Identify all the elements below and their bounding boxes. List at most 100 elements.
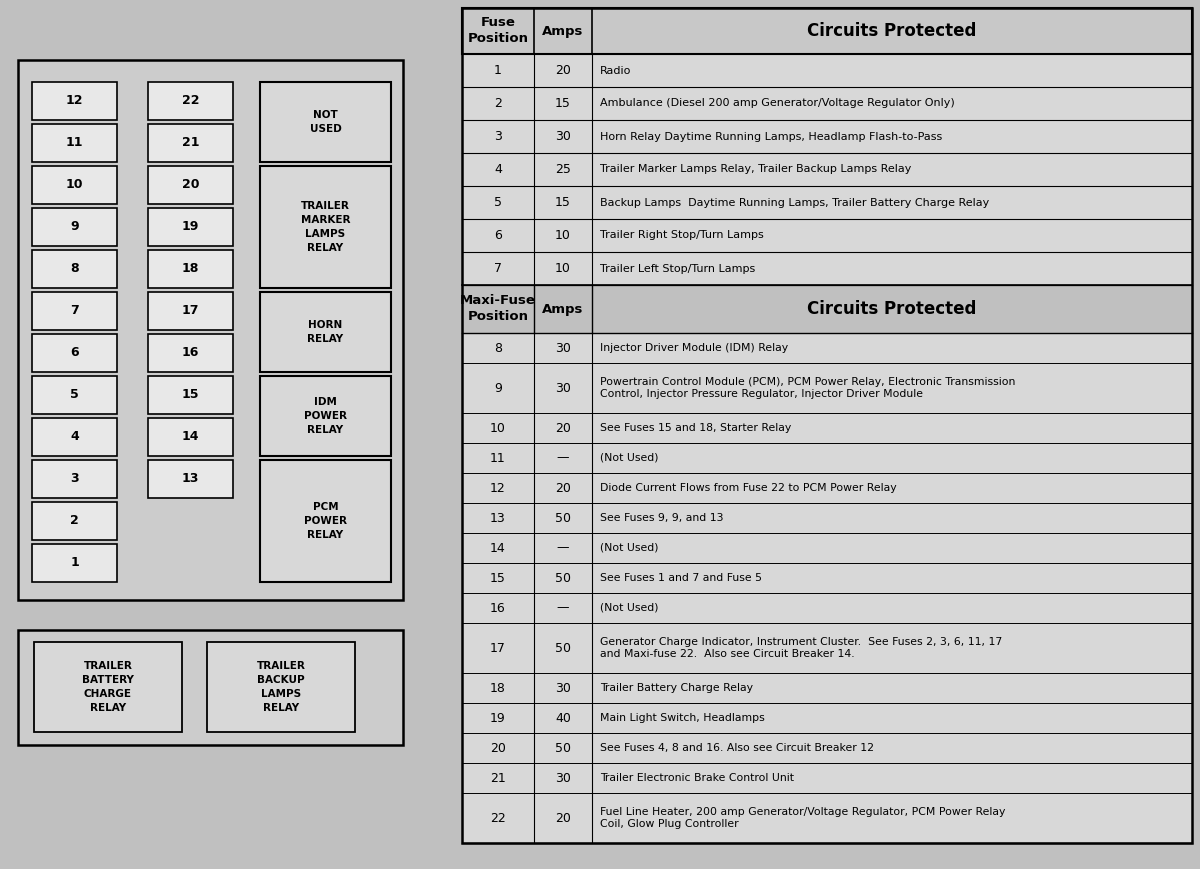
Text: Fuel Line Heater, 200 amp Generator/Voltage Regulator, PCM Power Relay
Coil, Glo: Fuel Line Heater, 200 amp Generator/Volt… — [600, 806, 1006, 829]
Bar — [32, 460, 118, 498]
Text: 12: 12 — [490, 481, 506, 494]
Text: 19: 19 — [490, 712, 506, 725]
Text: Trailer Battery Charge Relay: Trailer Battery Charge Relay — [600, 683, 754, 693]
Bar — [462, 285, 1192, 333]
Bar — [462, 153, 1192, 186]
Bar — [18, 60, 403, 600]
Text: NOT
USED: NOT USED — [310, 110, 341, 134]
Bar — [462, 186, 1192, 219]
Bar — [32, 124, 118, 162]
Bar — [148, 460, 233, 498]
Text: TRAILER
BACKUP
LAMPS
RELAY: TRAILER BACKUP LAMPS RELAY — [257, 661, 306, 713]
Text: 9: 9 — [494, 381, 502, 395]
Text: 18: 18 — [182, 262, 199, 275]
Bar — [462, 763, 1192, 793]
Bar — [462, 363, 1192, 413]
Text: 12: 12 — [66, 95, 83, 108]
Text: Ambulance (Diesel 200 amp Generator/Voltage Regulator Only): Ambulance (Diesel 200 amp Generator/Volt… — [600, 98, 955, 109]
Text: 50: 50 — [554, 641, 571, 654]
Text: —: — — [557, 452, 569, 465]
Text: 17: 17 — [490, 641, 506, 654]
Text: 15: 15 — [556, 196, 571, 209]
Text: 19: 19 — [182, 221, 199, 234]
Text: 5: 5 — [494, 196, 502, 209]
Bar — [260, 82, 391, 162]
Text: 30: 30 — [556, 130, 571, 143]
Bar — [462, 252, 1192, 285]
Bar — [32, 82, 118, 120]
Text: 16: 16 — [490, 601, 506, 614]
Text: 15: 15 — [181, 388, 199, 401]
Text: 15: 15 — [490, 572, 506, 585]
Bar — [462, 733, 1192, 763]
Bar — [148, 292, 233, 330]
Bar — [462, 8, 1192, 54]
Text: 4: 4 — [70, 430, 79, 443]
Bar — [34, 642, 182, 732]
Bar — [148, 208, 233, 246]
Bar — [462, 593, 1192, 623]
Bar — [260, 376, 391, 456]
Text: 7: 7 — [494, 262, 502, 275]
Bar — [148, 334, 233, 372]
Text: 10: 10 — [66, 178, 83, 191]
Text: 1: 1 — [70, 556, 79, 569]
Text: Diode Current Flows from Fuse 22 to PCM Power Relay: Diode Current Flows from Fuse 22 to PCM … — [600, 483, 896, 493]
Text: 40: 40 — [556, 712, 571, 725]
Bar — [462, 703, 1192, 733]
Text: 6: 6 — [70, 347, 79, 360]
Text: 10: 10 — [556, 229, 571, 242]
Bar — [32, 544, 118, 582]
Text: TRAILER
MARKER
LAMPS
RELAY: TRAILER MARKER LAMPS RELAY — [301, 201, 350, 253]
Bar — [32, 502, 118, 540]
Text: 8: 8 — [494, 342, 502, 355]
Text: HORN
RELAY: HORN RELAY — [307, 320, 343, 344]
Bar — [32, 376, 118, 414]
Bar — [32, 418, 118, 456]
Bar — [148, 250, 233, 288]
Bar — [462, 533, 1192, 563]
Bar — [462, 623, 1192, 673]
Bar — [462, 503, 1192, 533]
Bar — [462, 120, 1192, 153]
Text: Powertrain Control Module (PCM), PCM Power Relay, Electronic Transmission
Contro: Powertrain Control Module (PCM), PCM Pow… — [600, 376, 1015, 400]
Text: 30: 30 — [556, 681, 571, 694]
Text: (Not Used): (Not Used) — [600, 543, 659, 553]
Bar — [32, 208, 118, 246]
Text: 20: 20 — [556, 421, 571, 434]
Text: 3: 3 — [494, 130, 502, 143]
Bar — [462, 793, 1192, 843]
Text: Radio: Radio — [600, 65, 631, 76]
Text: 10: 10 — [556, 262, 571, 275]
Text: 21: 21 — [490, 772, 506, 785]
Text: Amps: Amps — [542, 24, 583, 37]
Text: 20: 20 — [556, 481, 571, 494]
Bar — [462, 473, 1192, 503]
Bar — [260, 166, 391, 288]
Text: See Fuses 4, 8 and 16. Also see Circuit Breaker 12: See Fuses 4, 8 and 16. Also see Circuit … — [600, 743, 874, 753]
Bar — [260, 460, 391, 582]
Text: See Fuses 9, 9, and 13: See Fuses 9, 9, and 13 — [600, 513, 724, 523]
Text: Trailer Marker Lamps Relay, Trailer Backup Lamps Relay: Trailer Marker Lamps Relay, Trailer Back… — [600, 164, 911, 175]
Bar — [32, 250, 118, 288]
Bar — [148, 124, 233, 162]
Text: 17: 17 — [181, 304, 199, 317]
Text: 22: 22 — [181, 95, 199, 108]
Bar — [148, 82, 233, 120]
Text: See Fuses 1 and 7 and Fuse 5: See Fuses 1 and 7 and Fuse 5 — [600, 573, 762, 583]
Text: 13: 13 — [490, 512, 506, 525]
Bar — [148, 418, 233, 456]
Bar — [148, 166, 233, 204]
Text: 1: 1 — [494, 64, 502, 77]
Bar — [148, 376, 233, 414]
Text: IDM
POWER
RELAY: IDM POWER RELAY — [304, 397, 347, 435]
Bar — [32, 292, 118, 330]
Text: Horn Relay Daytime Running Lamps, Headlamp Flash-to-Pass: Horn Relay Daytime Running Lamps, Headla… — [600, 131, 942, 142]
Text: PCM
POWER
RELAY: PCM POWER RELAY — [304, 502, 347, 540]
Text: Amps: Amps — [542, 302, 583, 315]
Text: (Not Used): (Not Used) — [600, 453, 659, 463]
Text: Circuits Protected: Circuits Protected — [808, 22, 977, 40]
Text: 2: 2 — [70, 514, 79, 527]
Bar — [462, 443, 1192, 473]
Text: 10: 10 — [490, 421, 506, 434]
